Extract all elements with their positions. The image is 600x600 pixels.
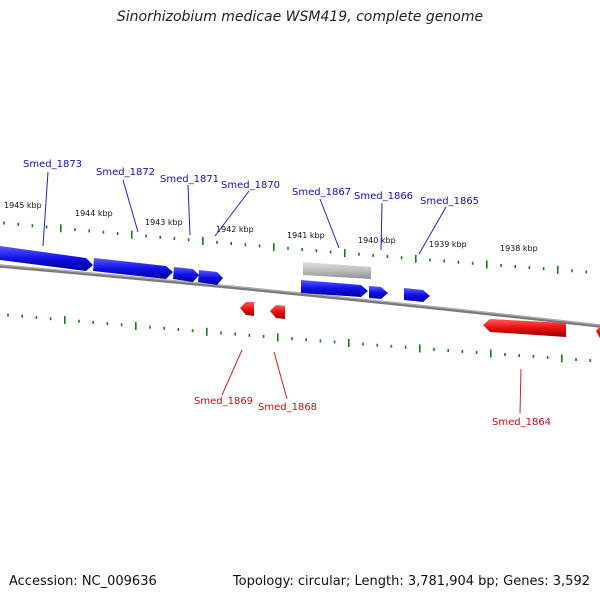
reverse-genes bbox=[240, 302, 600, 338]
gene-label-smed-1872: Smed_1872 bbox=[96, 167, 155, 178]
leader-line-smed-1864 bbox=[519, 368, 522, 414]
leader-line-smed-1866 bbox=[380, 202, 383, 251]
gene-label-smed-1871: Smed_1871 bbox=[160, 174, 219, 185]
outer-ticks bbox=[3, 221, 588, 274]
leader-line-smed-1865 bbox=[418, 206, 447, 255]
gene-arrow-smed-1864[interactable] bbox=[483, 319, 566, 337]
gene-label-smed-1869: Smed_1869 bbox=[194, 396, 253, 407]
gene-arrow-smed-1873[interactable] bbox=[0, 246, 93, 271]
gene-label-smed-1865: Smed_1865 bbox=[420, 196, 479, 207]
leader-line-smed-1867 bbox=[319, 198, 340, 249]
kbp-label-1945: 1945 kbp bbox=[4, 201, 42, 210]
gene-arrow-smed-1866[interactable] bbox=[369, 286, 388, 299]
gene-arrow-smed-1869[interactable] bbox=[240, 302, 254, 316]
gene-label-smed-1866: Smed_1866 bbox=[354, 191, 413, 202]
leader-line-smed-1871 bbox=[187, 184, 191, 236]
gray-feature-block[interactable] bbox=[303, 262, 371, 279]
forward-gene-labels: Smed_1873 Smed_1872 Smed_1871 Smed_1870 … bbox=[23, 159, 479, 207]
kbp-labels: 1945 kbp 1944 kbp 1943 kbp 1942 kbp 1941… bbox=[4, 201, 538, 253]
inner-ticks bbox=[7, 313, 592, 363]
leader-line-smed-1870 bbox=[214, 190, 250, 237]
gene-arrow-smed-1865[interactable] bbox=[404, 288, 430, 302]
genome-summary-text: Topology: circular; Length: 3,781,904 bp… bbox=[232, 574, 590, 589]
leader-line-smed-1872 bbox=[122, 179, 139, 233]
gene-arrow-smed-1870[interactable] bbox=[198, 270, 223, 285]
gene-label-smed-1864: Smed_1864 bbox=[492, 417, 551, 428]
reverse-leader-lines bbox=[221, 349, 522, 414]
forward-leader-lines bbox=[42, 171, 447, 255]
gene-label-smed-1867: Smed_1867 bbox=[292, 187, 351, 198]
gene-arrow-partial-right[interactable] bbox=[596, 326, 600, 338]
gene-arrow-smed-1872[interactable] bbox=[93, 258, 173, 279]
leader-line-smed-1869 bbox=[221, 349, 243, 396]
leader-line-smed-1873 bbox=[42, 171, 49, 247]
genome-backbone bbox=[0, 264, 600, 328]
genome-backbone-highlight bbox=[0, 264, 600, 326]
kbp-label-1942: 1942 kbp bbox=[216, 225, 254, 234]
leader-line-smed-1868 bbox=[273, 351, 288, 400]
gene-label-smed-1868: Smed_1868 bbox=[258, 402, 317, 413]
kbp-label-1938: 1938 kbp bbox=[500, 244, 538, 253]
gene-label-smed-1870: Smed_1870 bbox=[221, 180, 280, 191]
accession-text: Accession: NC_009636 bbox=[9, 574, 157, 589]
gene-label-smed-1873: Smed_1873 bbox=[23, 159, 82, 170]
map-title: Sinorhizobium medicae WSM419, complete g… bbox=[116, 9, 484, 25]
kbp-label-1944: 1944 kbp bbox=[75, 209, 113, 218]
forward-genes bbox=[0, 246, 430, 302]
kbp-label-1940: 1940 kbp bbox=[358, 236, 396, 245]
kbp-label-1939: 1939 kbp bbox=[429, 240, 467, 249]
gene-arrow-smed-1868[interactable] bbox=[270, 305, 285, 319]
kbp-label-1943: 1943 kbp bbox=[145, 218, 183, 227]
kbp-label-1941: 1941 kbp bbox=[287, 231, 325, 240]
gene-arrow-smed-1871[interactable] bbox=[173, 267, 199, 282]
reverse-gene-labels: Smed_1869 Smed_1868 Smed_1864 bbox=[194, 396, 551, 428]
gene-arrow-smed-1867[interactable] bbox=[301, 280, 368, 297]
